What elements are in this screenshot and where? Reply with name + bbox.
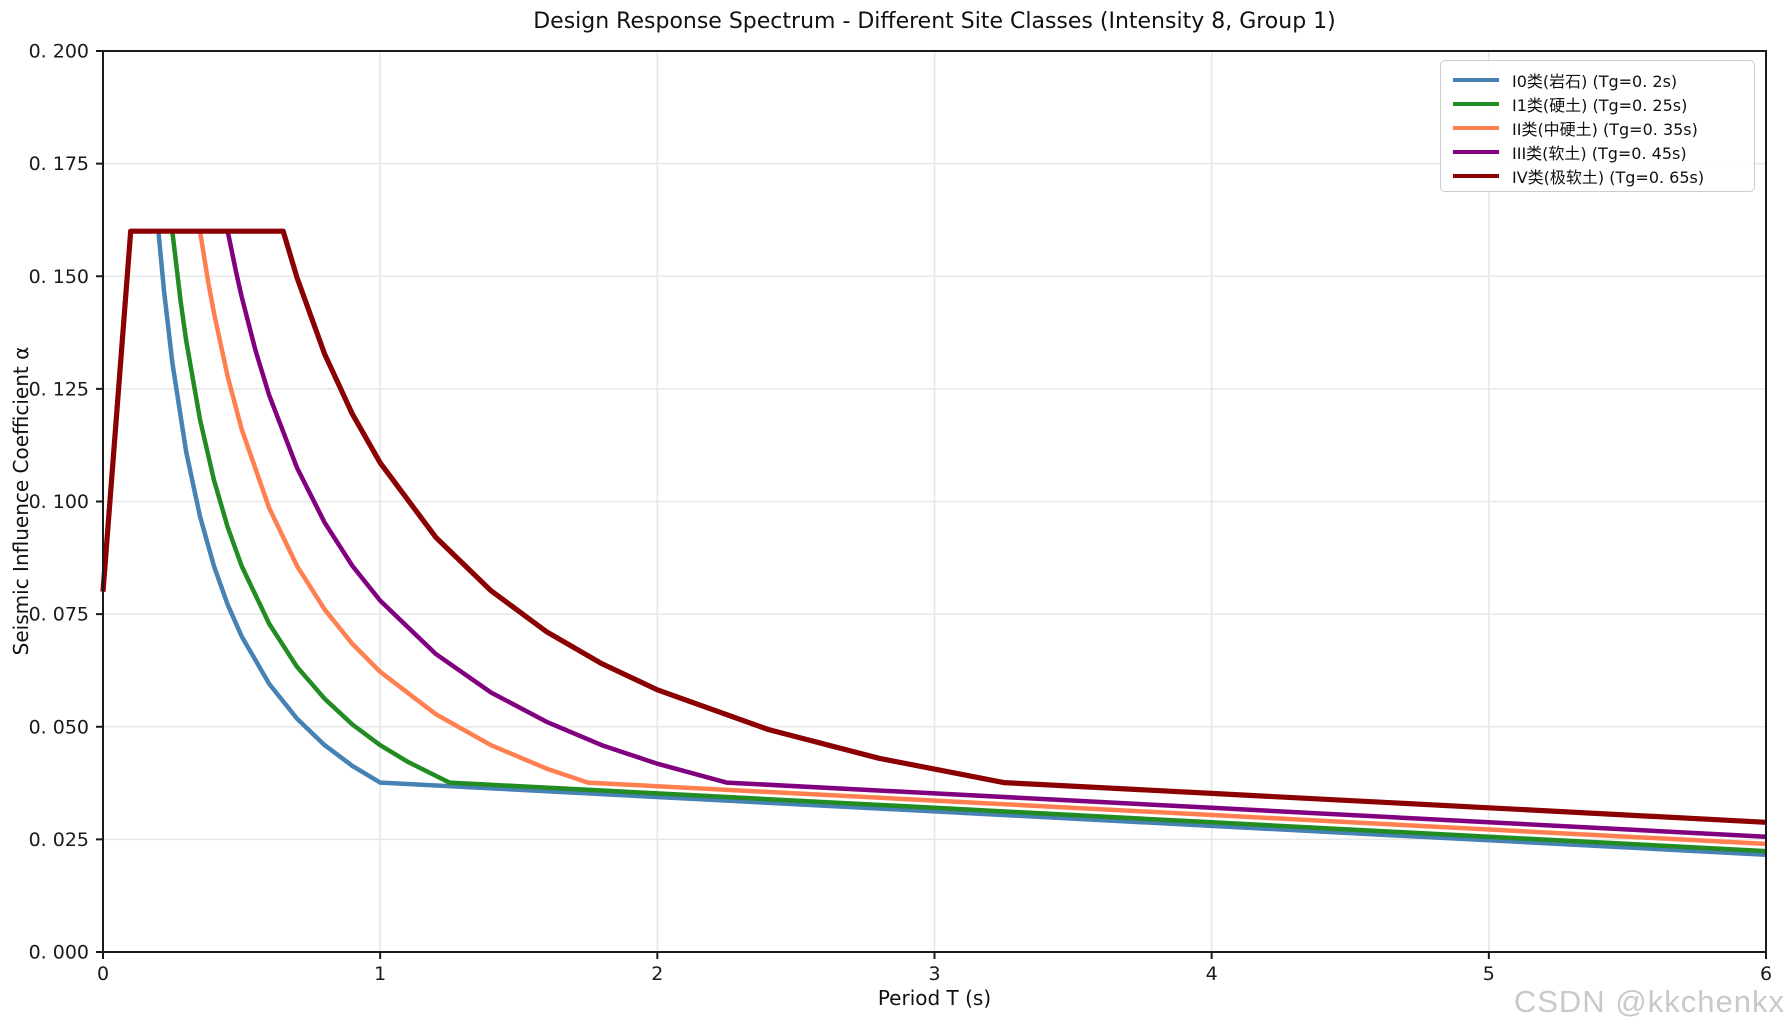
legend-item-site-class-III: III类(软土) (Tg=0. 45s) [1453, 140, 1744, 164]
series-line-site-class-II [100, 228, 1767, 847]
legend-label: I1类(硬土) (Tg=0. 25s) [1512, 96, 1688, 115]
series-line-site-class-IV [100, 228, 1767, 825]
chart-title: Design Response Spectrum - Different Sit… [533, 9, 1336, 34]
legend-line-swatch [1453, 173, 1499, 179]
legend-line-swatch [1453, 125, 1499, 131]
y-tick-label: 0. 000 [29, 942, 89, 964]
legend-label: III类(软土) (Tg=0. 45s) [1512, 144, 1687, 163]
x-tick-label: 3 [928, 963, 940, 985]
tick-label-layer: 0 1 2 3 4 5 6 0. 000 0. 025 0. 050 0. 075 0. 100 0. … [29, 41, 1772, 986]
series-line-site-class-III [100, 228, 1767, 839]
legend-item-site-class-IV: IV类(极软土) (Tg=0. 65s) [1453, 164, 1744, 188]
legend-label: IV类(极软土) (Tg=0. 65s) [1512, 168, 1705, 187]
legend-label: II类(中硬土) (Tg=0. 35s) [1512, 120, 1698, 139]
y-tick-label: 0. 150 [29, 266, 89, 288]
series-layer [100, 228, 1767, 857]
y-tick-label: 0. 050 [29, 716, 89, 738]
legend-line-swatch [1453, 77, 1499, 83]
legend-line-swatch [1453, 101, 1499, 107]
y-tick-label: 0. 075 [29, 604, 89, 626]
y-tick-label: 0. 175 [29, 153, 89, 175]
y-tick-label: 0. 100 [29, 491, 89, 513]
y-tick-label: 0. 025 [29, 829, 89, 851]
legend-label: I0类(岩石) (Tg=0. 2s) [1512, 72, 1678, 91]
grid-layer [102, 50, 1767, 953]
y-axis-label: Seismic Influence Coefficient α [9, 346, 33, 656]
legend-item-site-class-II: II类(中硬土) (Tg=0. 35s) [1453, 116, 1744, 140]
x-tick-label: 5 [1483, 963, 1495, 985]
x-tick-label: 2 [651, 963, 663, 985]
x-tick-label: 1 [374, 963, 386, 985]
csdn-watermark: CSDN @kkchenkx [1513, 984, 1785, 1019]
tick-layer [96, 50, 1767, 959]
series-line-site-class-I0 [100, 228, 1767, 857]
x-tick-label: 0 [97, 963, 109, 985]
legend-box: I0类(岩石) (Tg=0. 2s) I1类(硬土) (Tg=0. 25s) I… [1440, 60, 1755, 192]
x-axis-label: Period T (s) [877, 986, 992, 1010]
series-line-site-class-I1 [100, 228, 1767, 854]
legend-item-site-class-I0: I0类(岩石) (Tg=0. 2s) [1453, 68, 1744, 92]
y-tick-label: 0. 125 [29, 378, 89, 400]
x-tick-label: 6 [1760, 963, 1772, 985]
legend-item-site-class-I1: I1类(硬土) (Tg=0. 25s) [1453, 92, 1744, 116]
y-tick-label: 0. 200 [29, 41, 89, 63]
x-tick-label: 4 [1206, 963, 1218, 985]
legend-line-swatch [1453, 149, 1499, 155]
